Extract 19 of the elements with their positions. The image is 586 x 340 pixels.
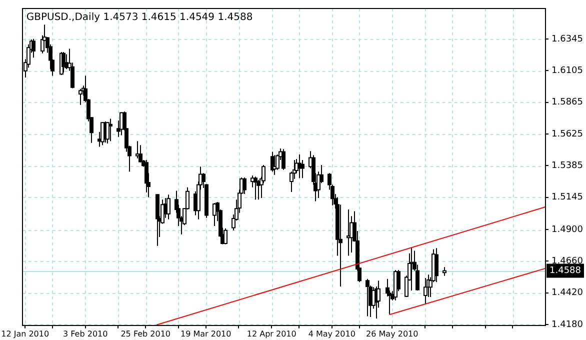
y-tick-label: 1.4900 xyxy=(552,224,584,235)
y-tick-label: 1.5865 xyxy=(552,98,584,108)
y-tick-label: 1.6105 xyxy=(552,66,584,76)
y-tick-label: 1.5145 xyxy=(552,192,584,203)
y-tick-label: 1.5625 xyxy=(552,129,584,140)
x-tick-label: 12 Apr 2010 xyxy=(246,329,296,338)
x-tick-label: 26 May 2010 xyxy=(366,329,418,338)
x-tick-label: 3 Feb 2010 xyxy=(63,329,108,338)
x-tick-label: 19 Mar 2010 xyxy=(180,329,232,338)
x-tick-label: 4 May 2010 xyxy=(308,329,356,338)
y-tick-label: 1.4660 xyxy=(552,256,584,267)
y-tick-label: 1.5385 xyxy=(552,160,584,171)
chart-title: GBPUSD.,Daily 1.4573 1.4615 1.4549 1.4588 xyxy=(26,12,253,23)
y-tick-label: 1.6345 xyxy=(552,34,584,44)
x-tick-label: 25 Feb 2010 xyxy=(120,329,171,338)
ref-line-label: 1.4588 xyxy=(550,266,582,276)
y-tick-label: 1.4420 xyxy=(552,288,584,298)
x-tick-label: 12 Jan 2010 xyxy=(1,329,50,338)
y-tick-label: 1.4180 xyxy=(552,320,584,330)
